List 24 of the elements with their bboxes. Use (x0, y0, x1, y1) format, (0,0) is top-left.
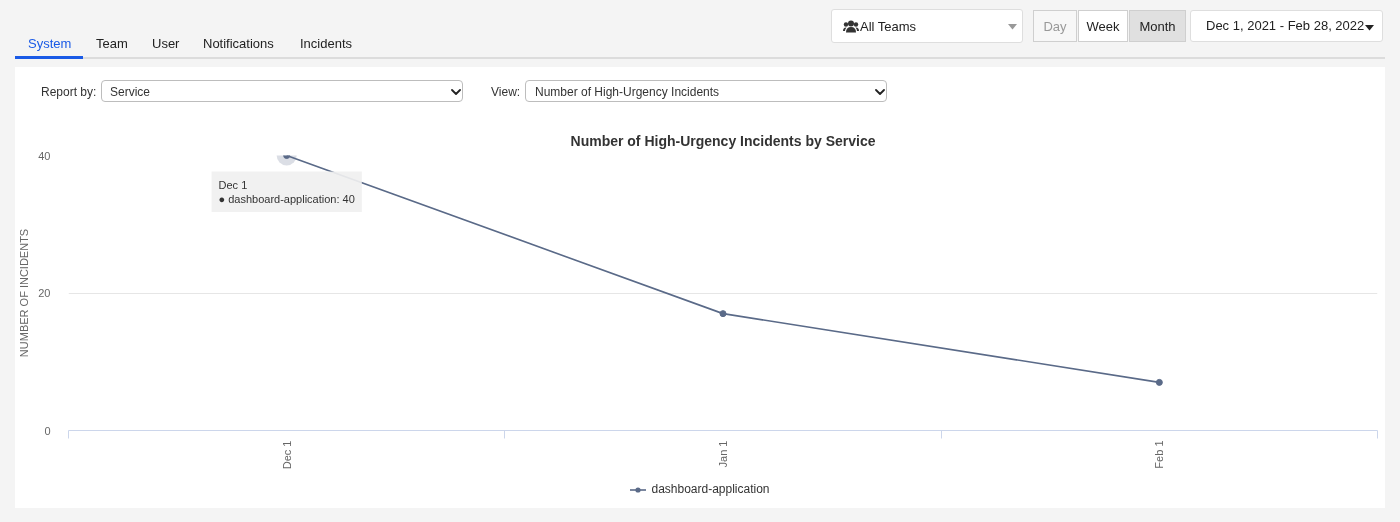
x-tick-label: Dec 1 (280, 440, 293, 470)
text: All Teams (860, 19, 917, 35)
text: User (152, 36, 180, 52)
annotation: Dec 1 ● dashboard-application: 40 (218, 178, 355, 205)
y-tick-label: 0 (44, 424, 51, 437)
text: Report by: (41, 84, 97, 100)
text: Day (1033, 10, 1077, 42)
legend-label: dashboard-application (651, 481, 770, 499)
text: Team (96, 36, 128, 52)
text: System (28, 36, 72, 52)
text: Notifications (203, 36, 274, 52)
text: Number of High-Urgency Incidents (535, 84, 720, 100)
chart-title: Number of High-Urgency Incidents by Service (570, 132, 876, 149)
text: Week (1078, 10, 1128, 42)
y-tick-label: 40 (38, 149, 51, 162)
x-tick-label: Feb 1 (1153, 440, 1166, 469)
text: View: (491, 84, 521, 100)
y-axis-title: NUMBER OF INCIDENTS (18, 228, 31, 358)
text: Service (110, 84, 151, 100)
y-tick-label: 20 (38, 287, 51, 299)
text: Dec 1, 2021 - Feb 28, 2022 (1206, 18, 1365, 34)
x-tick-label: Jan 1 (717, 440, 729, 468)
text: Month (1129, 10, 1186, 42)
text: Incidents (300, 36, 353, 52)
